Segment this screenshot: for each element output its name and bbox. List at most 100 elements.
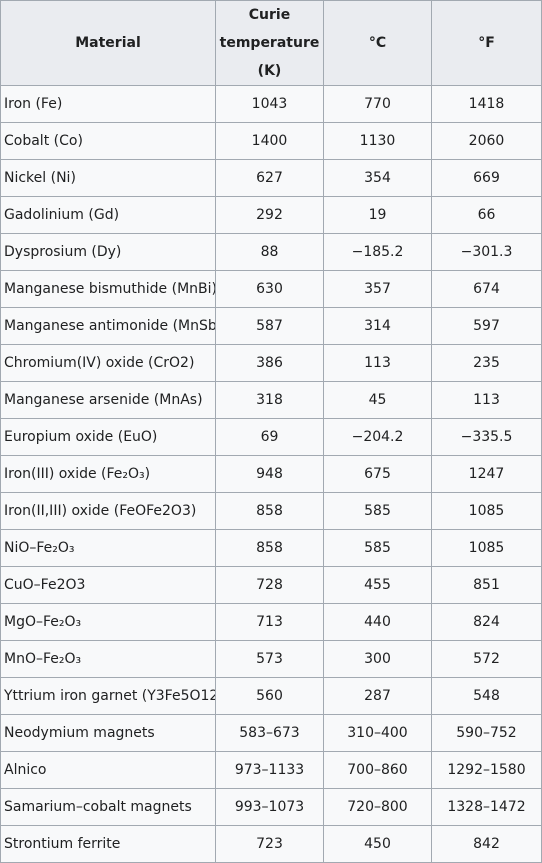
cell-material: Manganese bismuthide (MnBi) [0,270,216,308]
cell-fahrenheit: 1418 [431,85,542,123]
cell-material: Chromium(IV) oxide (CrO2) [0,344,216,382]
cell-curie-kelvin: 88 [215,233,324,271]
cell-fahrenheit: 1085 [431,529,542,567]
cell-celsius: 675 [323,455,432,493]
cell-curie-kelvin: 948 [215,455,324,493]
cell-material: Europium oxide (EuO) [0,418,216,456]
table-row: Alnico 973–1133 700–860 1292–1580 [0,751,542,789]
cell-fahrenheit: 66 [431,196,542,234]
cell-material: Gadolinium (Gd) [0,196,216,234]
table-row: Manganese arsenide (MnAs) 318 45 113 [0,381,542,419]
cell-celsius: 300 [323,640,432,678]
cell-curie-kelvin: 573 [215,640,324,678]
cell-fahrenheit: −301.3 [431,233,542,271]
cell-curie-kelvin: 728 [215,566,324,604]
table-row: Europium oxide (EuO) 69 −204.2 −335.5 [0,418,542,456]
cell-curie-kelvin: 993–1073 [215,788,324,826]
cell-material: Strontium ferrite [0,825,216,863]
cell-curie-kelvin: 386 [215,344,324,382]
cell-curie-kelvin: 560 [215,677,324,715]
cell-curie-kelvin: 583–673 [215,714,324,752]
cell-curie-kelvin: 973–1133 [215,751,324,789]
cell-celsius: −185.2 [323,233,432,271]
cell-fahrenheit: 1328–1472 [431,788,542,826]
cell-curie-kelvin: 630 [215,270,324,308]
header-curie-temperature: Curie temperature (K) [215,0,324,86]
table-row: CuO–Fe2O3 728 455 851 [0,566,542,604]
cell-fahrenheit: 1292–1580 [431,751,542,789]
cell-material: Iron(III) oxide (Fe₂O₃) [0,455,216,493]
cell-curie-kelvin: 69 [215,418,324,456]
cell-fahrenheit: 1247 [431,455,542,493]
cell-celsius: 19 [323,196,432,234]
table-row: Nickel (Ni) 627 354 669 [0,159,542,197]
cell-celsius: 700–860 [323,751,432,789]
cell-celsius: −204.2 [323,418,432,456]
cell-celsius: 113 [323,344,432,382]
cell-material: Iron(II,III) oxide (FeOFe2O3) [0,492,216,530]
cell-material: MgO–Fe₂O₃ [0,603,216,641]
cell-celsius: 310–400 [323,714,432,752]
table-row: MgO–Fe₂O₃ 713 440 824 [0,603,542,641]
cell-material: Iron (Fe) [0,85,216,123]
header-celsius: °C [323,0,432,86]
cell-fahrenheit: 842 [431,825,542,863]
cell-celsius: 314 [323,307,432,345]
table-row: NiO–Fe₂O₃ 858 585 1085 [0,529,542,567]
cell-material: Cobalt (Co) [0,122,216,160]
cell-celsius: 720–800 [323,788,432,826]
cell-material: Nickel (Ni) [0,159,216,197]
cell-celsius: 45 [323,381,432,419]
cell-celsius: 1130 [323,122,432,160]
cell-material: Samarium–cobalt magnets [0,788,216,826]
table-row: Yttrium iron garnet (Y3Fe5O12) 560 287 548 [0,677,542,715]
cell-celsius: 585 [323,529,432,567]
cell-curie-kelvin: 1043 [215,85,324,123]
cell-celsius: 585 [323,492,432,530]
cell-celsius: 354 [323,159,432,197]
cell-curie-kelvin: 723 [215,825,324,863]
cell-curie-kelvin: 1400 [215,122,324,160]
table-row: Chromium(IV) oxide (CrO2) 386 113 235 [0,344,542,382]
table-row: Dysprosium (Dy) 88 −185.2 −301.3 [0,233,542,271]
cell-celsius: 450 [323,825,432,863]
cell-curie-kelvin: 292 [215,196,324,234]
cell-curie-kelvin: 587 [215,307,324,345]
cell-curie-kelvin: 318 [215,381,324,419]
cell-material: Dysprosium (Dy) [0,233,216,271]
cell-celsius: 357 [323,270,432,308]
table-row: Cobalt (Co) 1400 1130 2060 [0,122,542,160]
cell-material: Neodymium magnets [0,714,216,752]
table-row: Iron(III) oxide (Fe₂O₃) 948 675 1247 [0,455,542,493]
table-row: Manganese bismuthide (MnBi) 630 357 674 [0,270,542,308]
cell-fahrenheit: 1085 [431,492,542,530]
cell-fahrenheit: 2060 [431,122,542,160]
cell-material: Alnico [0,751,216,789]
header-fahrenheit: °F [431,0,542,86]
cell-celsius: 287 [323,677,432,715]
cell-fahrenheit: 674 [431,270,542,308]
cell-material: Manganese antimonide (MnSb) [0,307,216,345]
cell-material: MnO–Fe₂O₃ [0,640,216,678]
cell-material: CuO–Fe2O3 [0,566,216,604]
table-row: Gadolinium (Gd) 292 19 66 [0,196,542,234]
cell-material: Yttrium iron garnet (Y3Fe5O12) [0,677,216,715]
table-row: Iron(II,III) oxide (FeOFe2O3) 858 585 1085 [0,492,542,530]
table-row: Strontium ferrite 723 450 842 [0,825,542,863]
cell-celsius: 440 [323,603,432,641]
cell-curie-kelvin: 713 [215,603,324,641]
cell-celsius: 770 [323,85,432,123]
table-body: Iron (Fe) 1043 770 1418 Cobalt (Co) 1400 1130 2… [0,85,542,863]
header-row: Material Curie temperature (K) °C °F [0,0,542,86]
cell-fahrenheit: 235 [431,344,542,382]
cell-celsius: 455 [323,566,432,604]
header-material: Material [0,0,216,86]
cell-material: NiO–Fe₂O₃ [0,529,216,567]
cell-fahrenheit: −335.5 [431,418,542,456]
cell-fahrenheit: 548 [431,677,542,715]
cell-fahrenheit: 572 [431,640,542,678]
cell-fahrenheit: 113 [431,381,542,419]
cell-fahrenheit: 590–752 [431,714,542,752]
cell-fahrenheit: 597 [431,307,542,345]
